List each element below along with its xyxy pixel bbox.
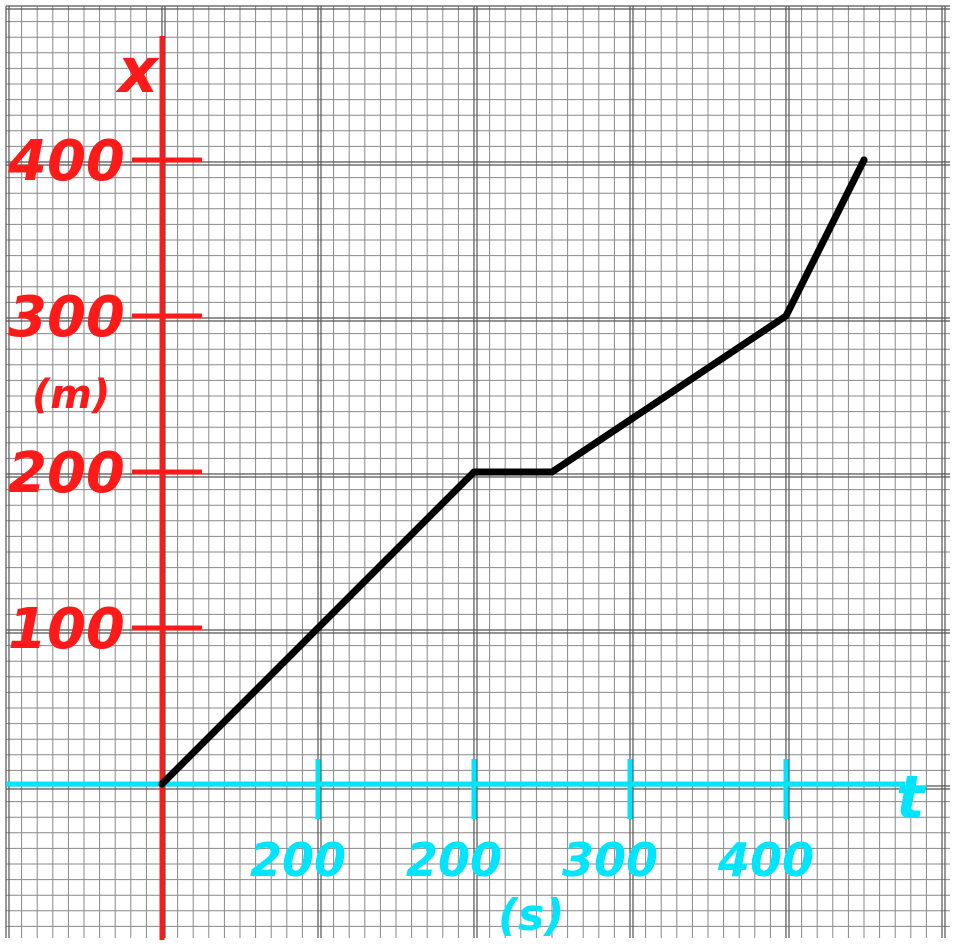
data-point — [860, 156, 868, 164]
x-tick-label: 200 — [406, 833, 502, 887]
data-point — [158, 780, 166, 788]
x-axis-label: t — [896, 763, 927, 833]
labels: x (m) t (s) — [32, 34, 927, 941]
x-tick-label: 200 — [250, 833, 346, 887]
y-tick-label: 100 — [8, 597, 125, 662]
x-tick-label: 300 — [562, 833, 658, 887]
data-point — [470, 468, 478, 476]
series-line-position — [158, 156, 868, 788]
x-tick-label: 400 — [717, 833, 814, 887]
y-tick-label: 300 — [8, 285, 125, 350]
x-axis-unit: (s) — [498, 890, 564, 941]
y-tick-label: 400 — [7, 129, 125, 194]
y-axis-label: x — [115, 34, 160, 107]
data-point — [782, 312, 790, 320]
axes: 200 200 300 400 100 200 300 400 — [6, 36, 905, 940]
data-point — [548, 468, 556, 476]
y-axis-unit: (m) — [32, 372, 110, 418]
series — [158, 156, 868, 788]
y-tick-label: 200 — [8, 441, 125, 506]
